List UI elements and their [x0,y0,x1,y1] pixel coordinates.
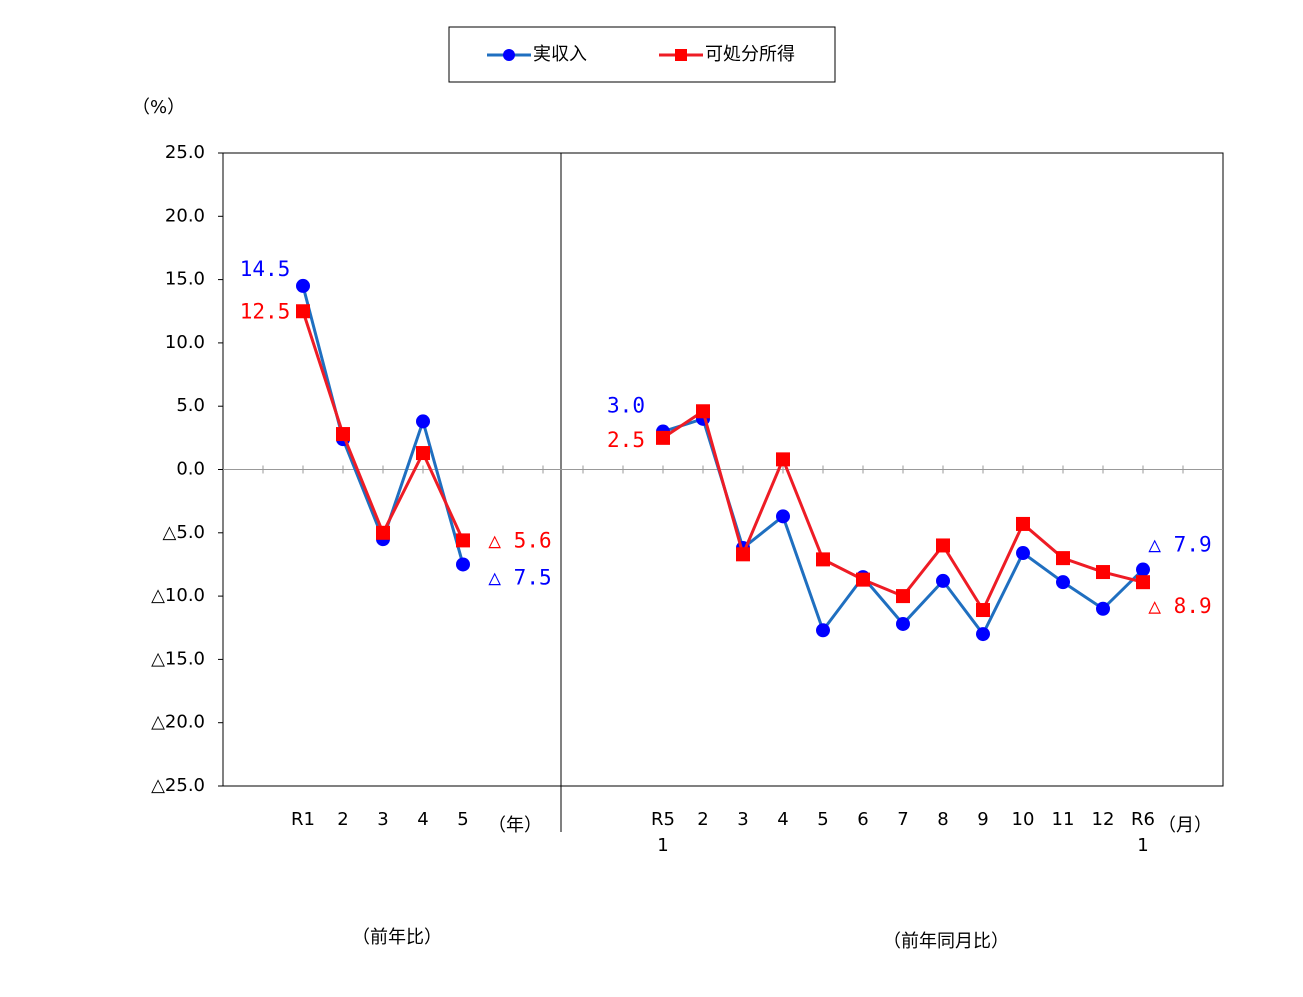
x-tick-label: 12 [1092,809,1115,830]
point [1016,516,1030,531]
y-tick-label: 5.0 [176,395,205,416]
x-tick-label: 8 [937,809,948,830]
x-tick-line: 1 [657,835,668,856]
y-unit: （%） [132,97,185,118]
point [776,509,790,524]
legend-marker [503,49,515,61]
point [856,572,870,587]
point [816,623,830,638]
legend-label: 可処分所得 [705,44,795,65]
data-label: △ 8.9 [1148,594,1211,618]
series-line [662,408,1144,614]
point [336,427,350,442]
y-tick-label: △20.0 [151,712,205,733]
y-tick-label: △25.0 [151,775,205,796]
point [736,547,750,562]
x-tick-label: 4 [417,809,428,830]
y-tick-label: △15.0 [151,648,205,669]
point [416,414,430,429]
point [1096,601,1110,616]
point [976,603,990,618]
point [936,538,950,553]
point [976,627,990,642]
x-tick-label: 3 [377,809,388,830]
point [1016,546,1030,561]
data-label: 12.5 [240,299,291,323]
point [776,452,790,467]
data-label: 3.0 [607,394,645,418]
point [656,430,670,445]
point [1056,575,1070,590]
series-line [301,310,465,542]
data-label: △ 7.9 [1148,533,1211,557]
x-tick-line: 1 [1137,835,1148,856]
x-tick-label: R1 [291,809,315,830]
point [456,557,470,572]
x-tick-label: 4 [777,809,788,830]
y-tick-label: 10.0 [165,332,205,353]
y-tick-label: 20.0 [165,205,205,226]
y-tick-label: △10.0 [151,585,205,606]
y-tick-label: △5.0 [163,522,205,543]
point [896,589,910,604]
x-unit: （月） [1158,815,1212,836]
point [296,278,310,293]
legend-marker [675,49,687,61]
x-tick-label: 3 [737,809,748,830]
series-line [301,285,465,565]
x-tick-label: 5 [817,809,828,830]
point [416,446,430,461]
legend-label: 実収入 [533,44,587,65]
data-label: 2.5 [607,428,645,452]
point [1136,575,1150,590]
point [456,533,470,548]
x-unit: （年） [488,815,542,836]
point [696,404,710,419]
y-tick-label: 25.0 [165,142,205,163]
data-label: 14.5 [240,257,291,281]
x-tick-label: 11 [1052,809,1075,830]
x-tick-label: 7 [897,809,908,830]
x-tick-label: R5 1 [651,809,675,856]
x-tick-label: 10 [1012,809,1035,830]
x-tick-line: R6 [1131,809,1155,830]
x-tick-label: 6 [857,809,868,830]
point [896,616,910,631]
y-tick-label: 15.0 [165,269,205,290]
x-tick-label: 2 [697,809,708,830]
panel-label: （前年同月比） [883,931,1009,952]
point [1056,551,1070,566]
point [816,552,830,567]
point [376,525,390,540]
data-label: △ 7.5 [488,565,551,589]
panel-label: （前年比） [352,927,442,948]
y-tick-label: 0.0 [176,459,205,480]
point [296,304,310,319]
x-tick-line: R5 [651,809,675,830]
point [1096,565,1110,580]
point [936,573,950,588]
data-label: △ 5.6 [488,528,551,552]
x-tick-label: 5 [457,809,468,830]
x-tick-label: 9 [977,809,988,830]
point [1136,562,1150,577]
x-tick-label: 2 [337,809,348,830]
x-tick-label: R6 1 [1131,809,1155,856]
